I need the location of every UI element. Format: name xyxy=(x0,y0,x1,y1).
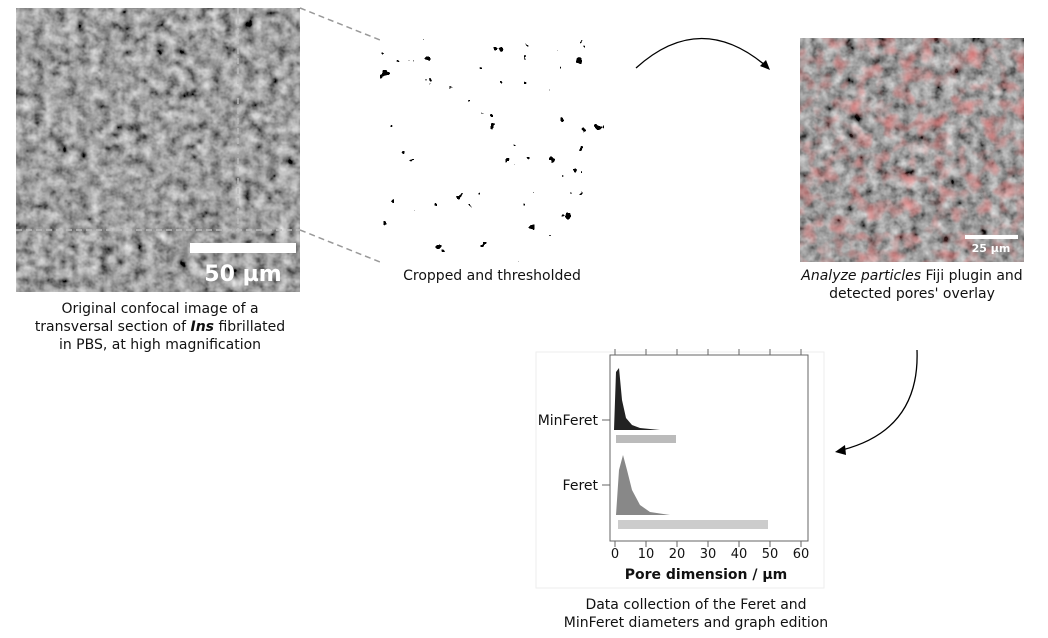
minferet-density xyxy=(614,368,660,430)
x-tick-label: 50 xyxy=(762,547,779,562)
scale-label: 50 µm xyxy=(204,262,281,287)
caption-emphasis: Ins xyxy=(191,319,215,335)
zoom-line xyxy=(299,229,381,263)
caption: Analyze particles Fiji plugin and xyxy=(800,268,1022,284)
x-tick-label: 10 xyxy=(638,547,655,562)
caption-part: Fiji plugin and xyxy=(921,268,1023,284)
x-tick-label: 0 xyxy=(611,547,619,562)
pore-overlay xyxy=(800,38,1024,262)
minferet-rug xyxy=(616,435,676,443)
zoom-line xyxy=(299,7,381,41)
caption-part: fibrillated xyxy=(214,319,285,335)
feret-rug xyxy=(618,520,768,529)
arrow-head xyxy=(760,60,770,70)
arrow xyxy=(635,37,767,69)
arrow xyxy=(841,349,918,451)
caption: MinFeret diameters and graph edition xyxy=(564,615,828,631)
feret-density xyxy=(616,455,670,515)
scale-label: 25 µm xyxy=(972,242,1011,255)
caption: Cropped and thresholded xyxy=(403,268,581,284)
thresholded-image xyxy=(380,38,604,262)
x-tick-label: 30 xyxy=(700,547,717,562)
plot-frame xyxy=(609,354,809,542)
caption: Data collection of the Feret and xyxy=(585,597,806,613)
caption: transversal section of Ins fibrillated xyxy=(35,319,285,335)
caption-emphasis: Analyze particles xyxy=(800,268,921,284)
caption: Original confocal image of a xyxy=(61,301,258,317)
scale-bar xyxy=(965,235,1018,239)
caption-part: transversal section of xyxy=(35,319,191,335)
x-tick-label: 40 xyxy=(731,547,748,562)
chart-background xyxy=(535,351,825,589)
category-label: Feret xyxy=(563,478,599,494)
category-label: MinFeret xyxy=(538,413,599,429)
arrow-head xyxy=(835,445,846,455)
x-tick-label: 20 xyxy=(669,547,686,562)
x-tick-label: 60 xyxy=(793,547,810,562)
caption: in PBS, at high magnification xyxy=(59,337,261,353)
scale-bar xyxy=(190,243,296,253)
x-axis-label: Pore dimension / µm xyxy=(625,567,788,583)
caption: detected pores' overlay xyxy=(829,286,995,302)
chart: MinFeret Feret Pore dimension / µm 0 10 20… xyxy=(535,349,825,589)
